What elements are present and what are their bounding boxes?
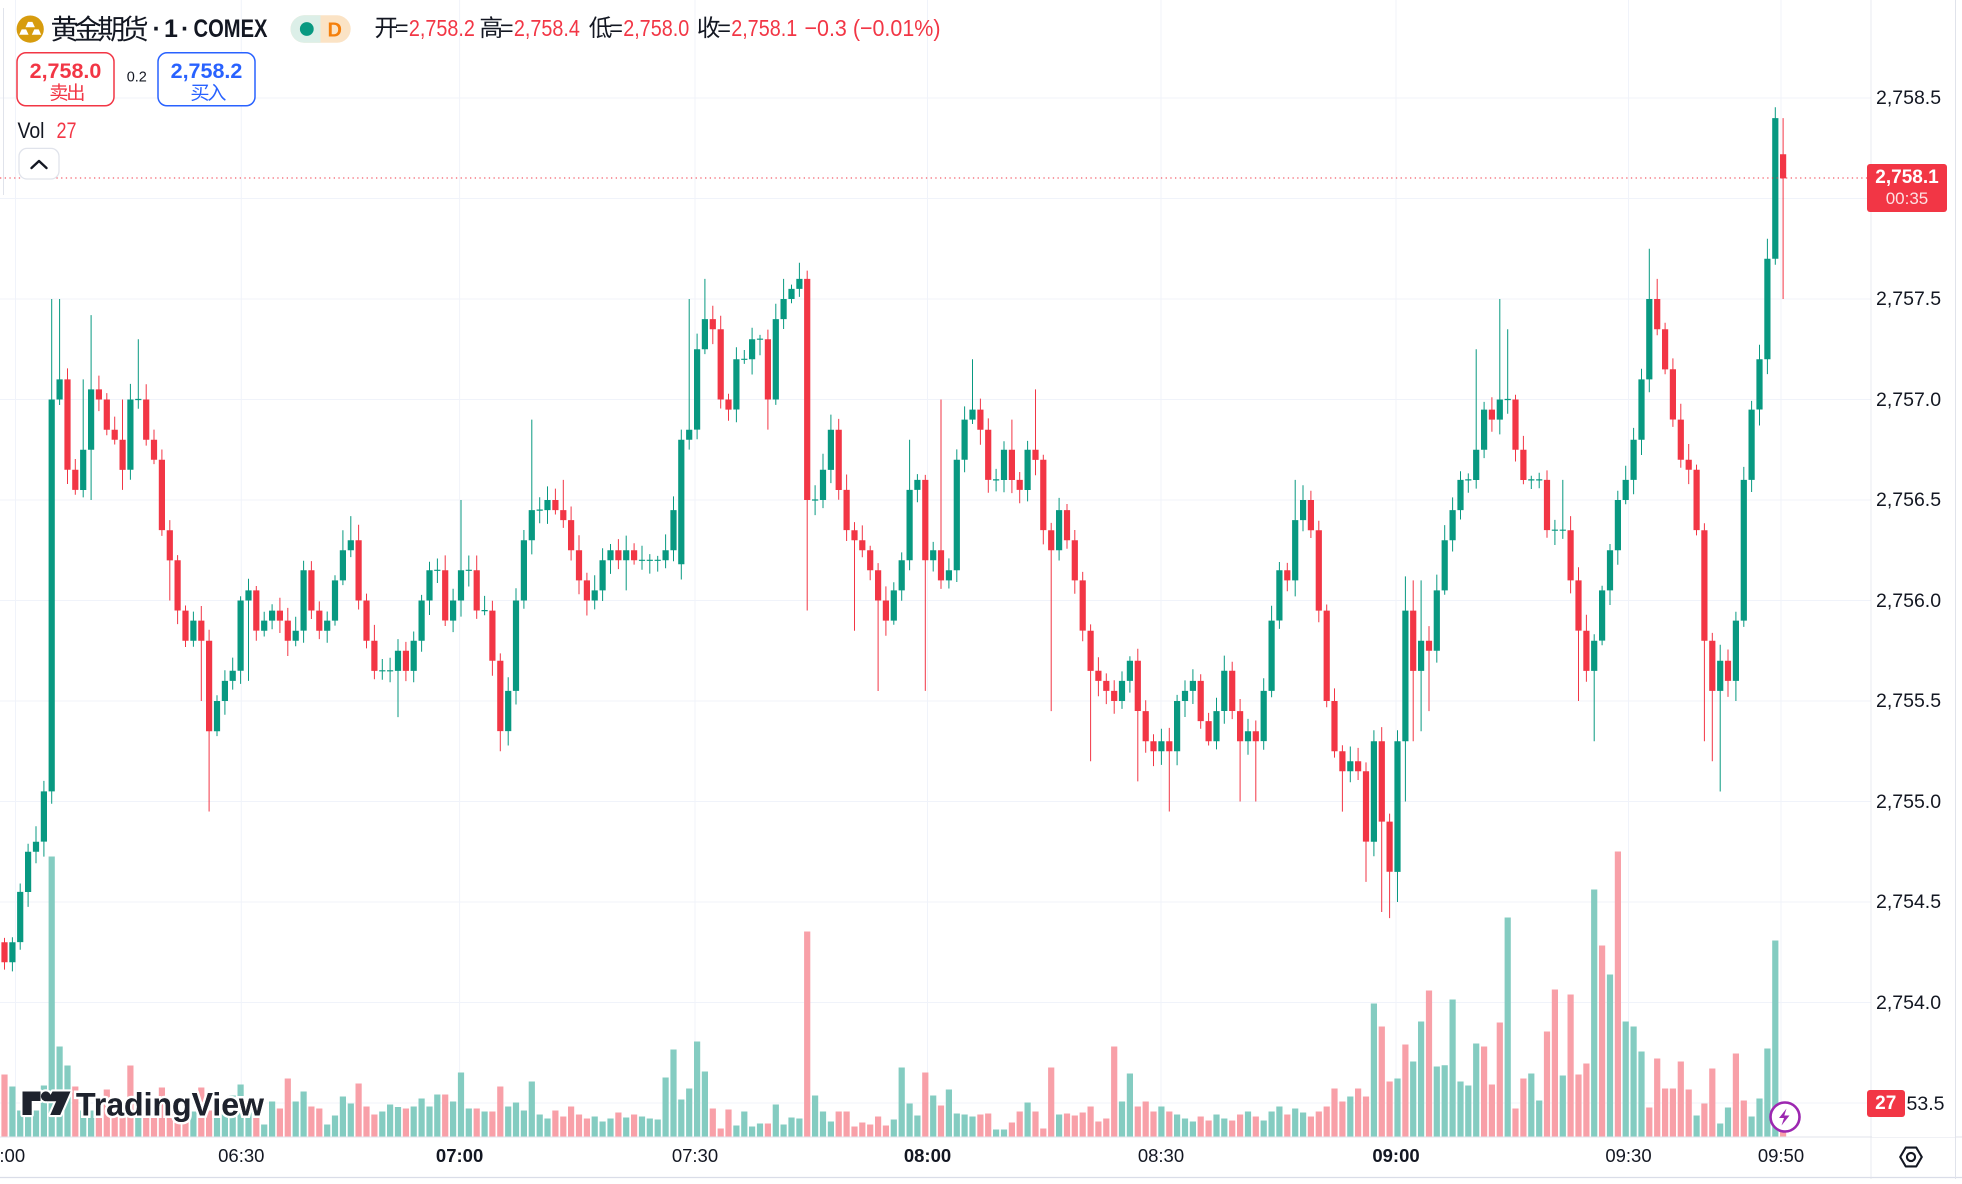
- svg-text:2,758.0: 2,758.0: [623, 15, 689, 41]
- svg-text:=: =: [717, 15, 731, 41]
- svg-text:COMEX: COMEX: [194, 15, 268, 43]
- svg-text:TradingView: TradingView: [76, 1088, 264, 1123]
- svg-text:2,758.4: 2,758.4: [514, 15, 580, 41]
- svg-text:=: =: [609, 15, 623, 41]
- svg-text:1: 1: [164, 15, 178, 43]
- svg-text:=: =: [395, 15, 409, 41]
- svg-text:Vol: Vol: [18, 118, 45, 143]
- svg-text:2,758.2: 2,758.2: [171, 59, 243, 83]
- svg-text:2,758.1: 2,758.1: [731, 15, 797, 41]
- svg-text:27: 27: [57, 118, 77, 143]
- svg-text:TradingView: TradingView: [76, 1088, 264, 1123]
- svg-text:·: ·: [153, 15, 161, 43]
- svg-text:=: =: [500, 15, 514, 41]
- svg-text:0.2: 0.2: [127, 70, 147, 86]
- svg-text:−0.3 (−0.01%): −0.3 (−0.01%): [805, 15, 941, 41]
- svg-text:D: D: [328, 20, 342, 42]
- svg-text:2,758.0: 2,758.0: [30, 59, 102, 83]
- svg-text:2,758.2: 2,758.2: [409, 15, 475, 41]
- svg-text:·: ·: [181, 15, 189, 43]
